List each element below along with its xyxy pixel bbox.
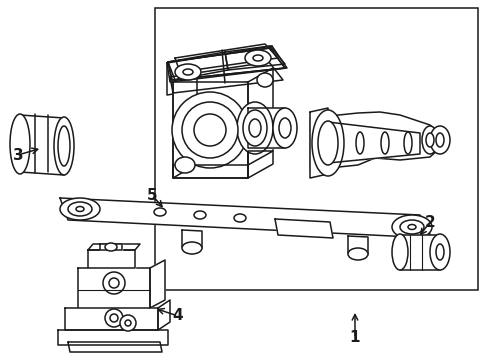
- Polygon shape: [275, 219, 333, 238]
- Ellipse shape: [105, 243, 117, 251]
- Ellipse shape: [76, 207, 84, 212]
- Ellipse shape: [10, 114, 30, 174]
- Polygon shape: [167, 46, 287, 82]
- Polygon shape: [65, 308, 158, 330]
- Ellipse shape: [356, 132, 364, 154]
- Polygon shape: [150, 260, 165, 308]
- Polygon shape: [168, 52, 228, 80]
- Polygon shape: [88, 244, 140, 250]
- Ellipse shape: [154, 208, 166, 216]
- Ellipse shape: [381, 132, 389, 154]
- Ellipse shape: [172, 92, 248, 168]
- Ellipse shape: [348, 248, 368, 260]
- Text: 5: 5: [147, 188, 157, 202]
- Ellipse shape: [312, 110, 344, 176]
- Ellipse shape: [318, 121, 338, 165]
- Polygon shape: [173, 68, 197, 178]
- Ellipse shape: [408, 225, 416, 230]
- Polygon shape: [310, 112, 440, 170]
- Polygon shape: [68, 342, 162, 352]
- Ellipse shape: [175, 157, 195, 173]
- Text: 2: 2: [425, 215, 436, 230]
- Ellipse shape: [422, 126, 438, 154]
- Ellipse shape: [436, 244, 444, 260]
- Polygon shape: [310, 108, 328, 178]
- Polygon shape: [173, 82, 248, 178]
- Ellipse shape: [103, 272, 125, 294]
- Polygon shape: [328, 122, 420, 163]
- Ellipse shape: [110, 314, 118, 322]
- Polygon shape: [173, 151, 273, 178]
- Ellipse shape: [54, 117, 74, 175]
- Text: 3: 3: [13, 148, 24, 162]
- Polygon shape: [60, 198, 432, 238]
- Polygon shape: [58, 330, 168, 345]
- Bar: [155, 8, 478, 290]
- Ellipse shape: [194, 211, 206, 219]
- Ellipse shape: [175, 64, 201, 80]
- Ellipse shape: [183, 69, 193, 75]
- Ellipse shape: [392, 215, 432, 239]
- Polygon shape: [175, 44, 278, 72]
- Ellipse shape: [105, 309, 123, 327]
- Ellipse shape: [243, 110, 267, 146]
- Ellipse shape: [120, 315, 136, 331]
- Text: 4: 4: [172, 309, 183, 324]
- Polygon shape: [20, 115, 64, 175]
- Ellipse shape: [400, 220, 424, 234]
- Polygon shape: [100, 244, 122, 250]
- Text: 1: 1: [350, 330, 360, 346]
- Polygon shape: [170, 62, 283, 93]
- Ellipse shape: [109, 278, 119, 288]
- Ellipse shape: [279, 118, 291, 138]
- Ellipse shape: [257, 73, 273, 87]
- Ellipse shape: [392, 234, 408, 270]
- Ellipse shape: [60, 198, 100, 220]
- Polygon shape: [400, 235, 440, 270]
- Polygon shape: [225, 46, 285, 70]
- Polygon shape: [168, 48, 285, 80]
- Ellipse shape: [430, 234, 450, 270]
- Polygon shape: [182, 230, 202, 248]
- Ellipse shape: [125, 320, 131, 326]
- Polygon shape: [248, 68, 273, 178]
- Polygon shape: [248, 108, 285, 148]
- Ellipse shape: [194, 114, 226, 146]
- Ellipse shape: [234, 214, 246, 222]
- Ellipse shape: [426, 133, 434, 147]
- Polygon shape: [348, 236, 368, 254]
- Polygon shape: [167, 46, 272, 95]
- Polygon shape: [88, 250, 135, 268]
- Ellipse shape: [58, 126, 70, 166]
- Ellipse shape: [245, 50, 271, 66]
- Ellipse shape: [182, 102, 238, 158]
- Polygon shape: [78, 268, 150, 308]
- Ellipse shape: [436, 133, 444, 147]
- Ellipse shape: [430, 126, 450, 154]
- Ellipse shape: [237, 102, 273, 154]
- Ellipse shape: [404, 132, 412, 154]
- Ellipse shape: [273, 108, 297, 148]
- Ellipse shape: [68, 202, 92, 216]
- Ellipse shape: [182, 242, 202, 254]
- Ellipse shape: [249, 119, 261, 137]
- Ellipse shape: [253, 55, 263, 61]
- Polygon shape: [158, 300, 170, 330]
